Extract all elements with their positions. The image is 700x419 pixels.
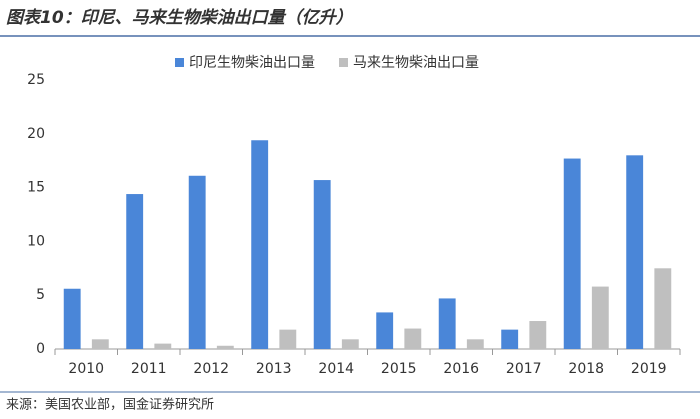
x-tick-label: 2011	[131, 361, 167, 377]
bar	[251, 140, 269, 349]
y-tick-label: 20	[27, 126, 45, 142]
y-tick-label: 15	[27, 180, 45, 196]
legend-label: 印尼生物柴油出口量	[189, 55, 315, 71]
x-tick-label: 2017	[506, 361, 542, 377]
bar	[466, 339, 484, 349]
bar	[341, 339, 359, 349]
bar	[529, 321, 547, 349]
x-tick-label: 2013	[256, 361, 292, 377]
bar	[404, 328, 422, 349]
bar	[188, 175, 206, 349]
bar	[154, 343, 172, 349]
bar	[501, 329, 519, 349]
y-tick-label: 0	[36, 341, 45, 357]
bar	[563, 158, 581, 349]
x-tick-label: 2014	[318, 361, 354, 377]
bar	[626, 155, 644, 349]
bar	[63, 288, 81, 349]
bar	[376, 312, 394, 349]
x-tick-label: 2015	[381, 361, 417, 377]
bar	[313, 180, 331, 349]
bar	[438, 298, 456, 349]
x-tick-label: 2018	[568, 361, 604, 377]
y-tick-label: 10	[27, 233, 45, 249]
legend-swatch	[339, 58, 348, 67]
bar	[654, 268, 672, 349]
x-tick-label: 2012	[193, 361, 229, 377]
bar	[126, 194, 144, 349]
bar	[279, 329, 297, 349]
bar	[91, 339, 109, 349]
legend-swatch	[175, 58, 184, 67]
x-tick-label: 2010	[68, 361, 104, 377]
legend-label: 马来生物柴油出口量	[353, 55, 479, 71]
bar	[216, 345, 234, 349]
x-tick-label: 2019	[631, 361, 667, 377]
x-tick-label: 2016	[443, 361, 479, 377]
bar	[591, 286, 609, 349]
source-note: 来源：美国农业部，国金证券研究所	[6, 397, 214, 413]
chart-title: 图表10：印尼、马来生物柴油出口量（亿升）	[6, 8, 353, 28]
y-tick-label: 25	[27, 72, 45, 88]
y-tick-label: 5	[36, 287, 45, 303]
